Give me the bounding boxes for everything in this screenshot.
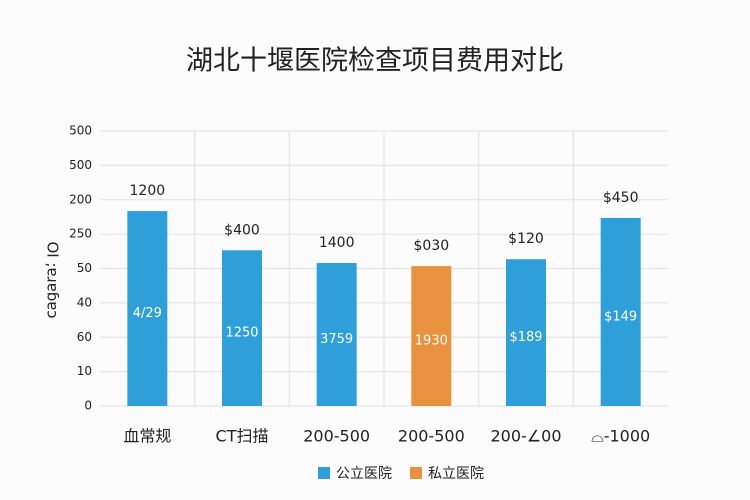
x-tick-label: 血常规 xyxy=(123,427,171,446)
bar xyxy=(600,217,641,406)
legend-swatch xyxy=(410,467,422,479)
value-label: $450 xyxy=(603,190,639,206)
bar xyxy=(127,211,168,406)
inner-label: $149 xyxy=(604,309,637,324)
legend-label: 公立医院 xyxy=(336,466,392,482)
y-tick-label: 200 xyxy=(69,192,92,206)
bar xyxy=(316,263,357,406)
x-tick-label: ⌓-1000 xyxy=(591,427,650,446)
value-label: $120 xyxy=(508,231,544,247)
y-tick-label: 500 xyxy=(69,124,92,138)
inner-label: 4/29 xyxy=(133,306,162,321)
y-tick-label: 60 xyxy=(77,330,92,344)
y-tick-label: 500 xyxy=(69,158,92,172)
y-tick-label: 10 xyxy=(77,364,92,378)
bar xyxy=(411,266,452,406)
bar xyxy=(506,259,546,406)
y-tick-label: 0 xyxy=(84,399,92,413)
inner-label: 1930 xyxy=(415,334,448,349)
bar xyxy=(222,250,262,406)
inner-label: 3759 xyxy=(320,332,353,347)
inner-label: $189 xyxy=(509,330,542,345)
value-label: $400 xyxy=(224,222,260,238)
value-label: 1400 xyxy=(319,235,355,251)
value-label: $030 xyxy=(414,238,450,254)
inner-label: 1250 xyxy=(225,326,258,341)
y-tick-label: 50 xyxy=(77,261,92,275)
chart-title: 湖北十堰医院检查项目费用对比 xyxy=(186,46,564,77)
x-tick-label: 200-∠00 xyxy=(490,427,561,446)
x-tick-label: 200-500 xyxy=(303,427,370,446)
legend-label: 私立医院 xyxy=(428,466,484,482)
x-tick-label: CT扫描 xyxy=(216,427,269,446)
y-axis-label: OI ;ɐɹɐɓɐɔ xyxy=(44,241,62,318)
value-label: 1200 xyxy=(130,183,166,199)
y-tick-label: 250 xyxy=(69,227,92,241)
legend-swatch xyxy=(318,467,330,479)
x-tick-label: 200-500 xyxy=(398,427,465,446)
y-tick-label: 40 xyxy=(77,295,92,309)
